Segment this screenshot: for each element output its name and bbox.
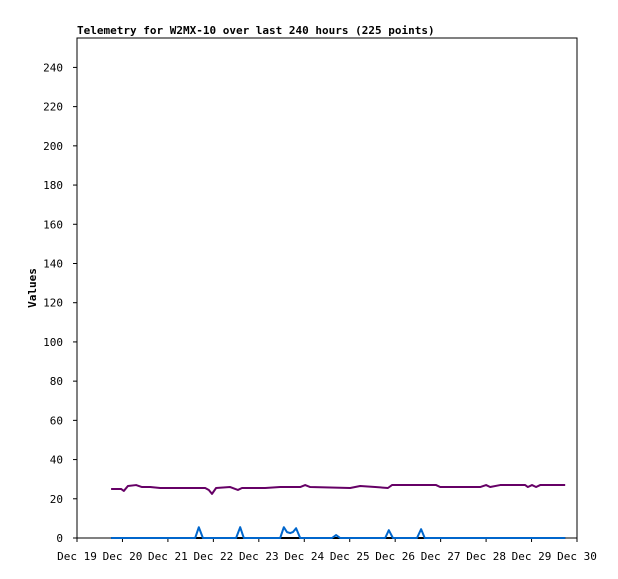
- x-tick-label: Dec 27: [421, 550, 461, 563]
- x-tick-label: Dec 26: [375, 550, 415, 563]
- y-tick-label: 160: [43, 218, 63, 231]
- x-tick-label: Dec 20: [103, 550, 143, 563]
- chart-title: Telemetry for W2MX-10 over last 240 hour…: [77, 24, 435, 37]
- series-line: [111, 526, 566, 539]
- y-tick-label: 20: [50, 493, 63, 506]
- x-tick-label: Dec 23: [239, 550, 279, 563]
- x-tick-label: Dec 21: [148, 550, 188, 563]
- y-tick-label: 240: [43, 61, 63, 74]
- x-tick-label: Dec 24: [284, 550, 324, 563]
- x-tick-label: Dec 30: [557, 550, 597, 563]
- y-tick-label: 80: [50, 375, 63, 388]
- y-tick-label: 100: [43, 336, 63, 349]
- y-tick-label: 220: [43, 101, 63, 114]
- x-tick-label: Dec 25: [330, 550, 370, 563]
- y-tick-label: 120: [43, 297, 63, 310]
- y-tick-label: 180: [43, 179, 63, 192]
- x-tick-label: Dec 22: [193, 550, 233, 563]
- series-line: [111, 484, 566, 495]
- y-axis-label: Values: [26, 268, 39, 308]
- y-tick-label: 140: [43, 257, 63, 270]
- x-tick-label: Dec 28: [466, 550, 506, 563]
- x-tick-label: Dec 29: [512, 550, 552, 563]
- y-tick-label: 60: [50, 414, 63, 427]
- plot-frame: [76, 37, 578, 539]
- x-tick-label: Dec 19: [57, 550, 97, 563]
- y-tick-label: 200: [43, 140, 63, 153]
- y-tick-label: 0: [56, 532, 63, 545]
- y-tick-label: 40: [50, 454, 63, 467]
